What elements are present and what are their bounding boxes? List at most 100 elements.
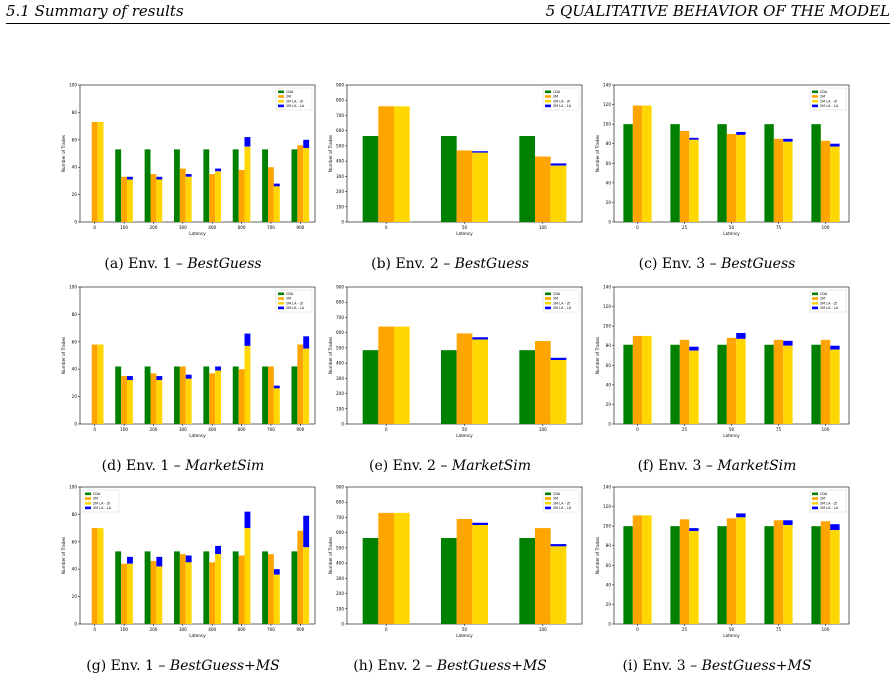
bar-2m <box>456 518 473 624</box>
bar-2m-la-zi <box>185 378 192 424</box>
bar-2m-la-zi <box>127 563 133 624</box>
bar-2m-la-la <box>273 183 280 187</box>
chart-9: 0 20 40 60 80 100 120 140 Number of Trades Latenc… <box>595 485 850 638</box>
bar-2m <box>179 366 186 424</box>
x-tick-label: 600 <box>238 427 246 432</box>
y-axis-label: Number of Trades <box>328 337 333 374</box>
y-tick-label: 800 <box>336 300 344 305</box>
panel-caption: (e) Env. 2 – MarketSim <box>320 458 580 474</box>
panel-caption: (h) Env. 2 – BestGuess+MS <box>320 658 580 674</box>
legend-label: CDA <box>93 492 101 496</box>
legend <box>809 289 847 313</box>
bar-2m-la-zi <box>244 345 251 424</box>
bar-2m-la-la <box>550 163 567 166</box>
x-axis-label: Latency <box>456 433 473 438</box>
bar-2m-la-zi <box>156 380 163 424</box>
bar-2m-la-zi <box>185 176 192 222</box>
x-tick-label: 50 <box>729 627 735 632</box>
bar-2m-la-la <box>273 385 280 389</box>
y-tick-label: 80 <box>606 141 612 146</box>
bar-2m-la-zi <box>97 344 104 424</box>
legend-swatch <box>278 297 284 300</box>
x-axis-label: Latency <box>723 633 740 638</box>
legend <box>542 289 580 313</box>
bar-2m-la-zi <box>642 335 652 424</box>
legend-swatch <box>545 301 551 305</box>
x-tick-label: 100 <box>822 225 830 230</box>
legend-label: 2M <box>553 297 558 301</box>
page-header: 5.1 Summary of results 5 QUALITATIVE BEH… <box>6 0 890 24</box>
legend-swatch <box>278 292 284 296</box>
y-axis-label: Number of Trades <box>595 337 600 374</box>
legend-swatch <box>545 506 551 510</box>
bar-2m <box>238 169 245 222</box>
y-tick-label: 0 <box>608 622 611 627</box>
bar-2m <box>209 562 216 624</box>
y-tick-label: 60 <box>606 563 612 568</box>
legend-swatch <box>812 306 818 310</box>
legend-swatch <box>278 306 284 310</box>
bar-cda <box>115 366 122 424</box>
x-tick-label: 75 <box>776 225 782 230</box>
y-tick-label: 0 <box>74 622 77 627</box>
bar-cda <box>670 526 680 624</box>
y-tick-label: 900 <box>336 485 344 490</box>
bar-2m-la-la <box>830 524 840 531</box>
chart-3: 0 20 40 60 80 100 120 140 Number of Trades Latenc… <box>595 83 850 236</box>
x-axis-label: Latency <box>189 231 206 236</box>
bar-cda <box>519 350 535 424</box>
bar-2m <box>179 168 186 222</box>
legend <box>809 489 847 513</box>
y-tick-label: 300 <box>336 174 344 179</box>
bar-cda <box>291 149 298 222</box>
x-tick-label: 100 <box>539 427 547 432</box>
bar-2m <box>209 174 216 222</box>
bar-2m-la-la <box>830 345 840 350</box>
bar-2m <box>121 176 127 222</box>
x-tick-label: 50 <box>462 627 468 632</box>
legend-label: 2M LA - LA <box>553 104 572 108</box>
bar-2m-la-la <box>736 513 746 518</box>
bar-2m <box>456 150 473 222</box>
bar-2m <box>632 105 643 222</box>
legend-swatch <box>812 292 818 296</box>
bar-2m-la-zi <box>244 146 251 222</box>
bar-2m-la-la <box>185 374 192 379</box>
legend-label: 2M LA - ZI <box>820 301 837 305</box>
bar-2m <box>535 156 551 222</box>
y-tick-label: 100 <box>603 324 611 329</box>
legend-swatch <box>545 90 551 94</box>
bar-2m-la-la <box>689 137 699 140</box>
y-axis-label: Number of Trades <box>595 135 600 172</box>
bar-cda <box>519 537 535 624</box>
y-tick-label: 60 <box>606 161 612 166</box>
bar-2m-la-zi <box>156 179 163 222</box>
bar-2m-la-zi <box>303 547 310 624</box>
legend-label: 2M <box>286 95 291 99</box>
x-tick-label: 100 <box>539 627 547 632</box>
bar-2m-la-zi <box>550 546 567 624</box>
legend-label: 2M LA - LA <box>553 306 572 310</box>
y-tick-label: 40 <box>606 582 612 587</box>
legend-label: 2M <box>93 497 98 501</box>
bar-2m-la-la <box>156 556 163 567</box>
bar-2m-la-la <box>472 151 488 153</box>
legend-label: 2M LA - ZI <box>820 501 837 505</box>
legend-label: 2M LA - LA <box>820 506 839 510</box>
section-heading: 5.1 Summary of results <box>6 2 184 20</box>
bar-2m-la-zi <box>394 512 410 624</box>
bar-cda <box>174 551 180 624</box>
bar-2m <box>773 138 784 222</box>
legend-swatch <box>545 501 551 505</box>
bar-2m <box>179 554 186 624</box>
bar-cda <box>144 551 151 624</box>
x-tick-label: 900 <box>296 427 304 432</box>
y-tick-label: 500 <box>336 545 344 550</box>
y-tick-label: 80 <box>72 110 78 115</box>
x-tick-label: 300 <box>179 627 187 632</box>
legend <box>809 87 847 111</box>
y-tick-label: 40 <box>72 567 78 572</box>
caption-prefix: (c) Env. 3 – <box>638 256 722 272</box>
bar-cda <box>262 366 268 424</box>
bar-2m <box>378 512 394 624</box>
